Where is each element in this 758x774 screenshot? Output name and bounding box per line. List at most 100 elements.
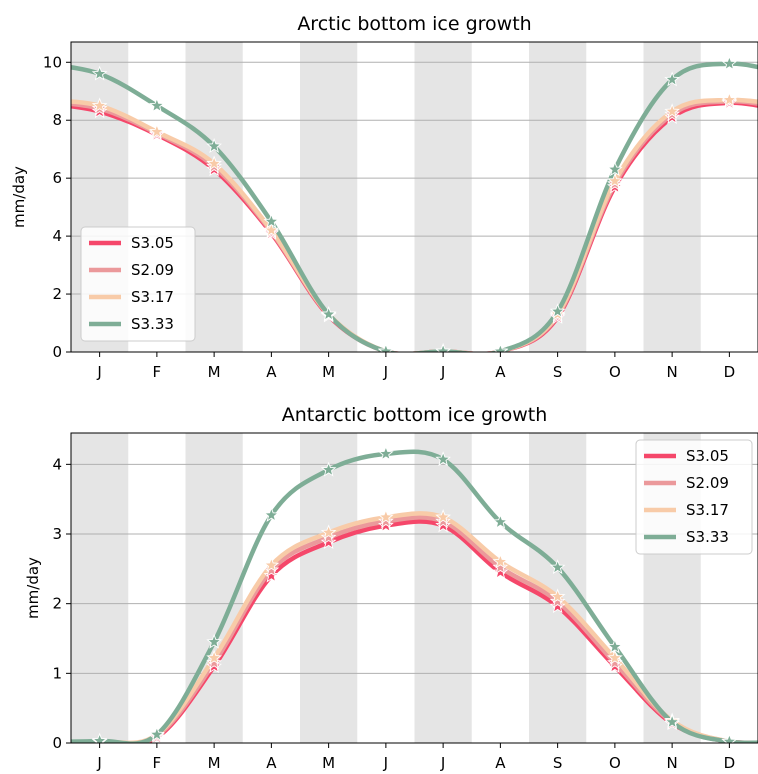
data-point-S3.33 bbox=[607, 161, 623, 177]
data-point-S3.17 bbox=[549, 588, 566, 604]
x-tick-label: F bbox=[153, 754, 162, 772]
chart-panel-1: 0 2 4 6 8 10 J F M A M J J A S O N D Arctic bottom ice gro… bbox=[10, 13, 758, 381]
data-point-S3.33 bbox=[320, 306, 337, 322]
data-point-S3.05 bbox=[320, 534, 337, 550]
y-tick-label: 2 bbox=[52, 595, 62, 613]
data-point-S3.17 bbox=[91, 97, 108, 113]
data-point-S3.05 bbox=[492, 564, 509, 580]
x-tick-label: J bbox=[96, 363, 101, 381]
month-band bbox=[300, 42, 358, 352]
data-point-S3.17 bbox=[378, 509, 394, 524]
data-point-S3.17 bbox=[721, 91, 738, 107]
data-point-S3.17 bbox=[206, 649, 222, 665]
data-point-S3.33 bbox=[149, 726, 165, 742]
y-tick-label: 6 bbox=[52, 169, 62, 187]
data-point-S3.17 bbox=[320, 524, 337, 540]
legend-label: S3.33 bbox=[686, 528, 729, 546]
data-point-S3.17 bbox=[664, 103, 680, 119]
data-point-S3.33 bbox=[549, 303, 566, 319]
series-group bbox=[71, 445, 758, 743]
data-point-S3.33 bbox=[664, 713, 680, 729]
data-point-S3.33 bbox=[263, 213, 280, 229]
y-axis-label: mm/day bbox=[10, 166, 28, 228]
x-tick-label: O bbox=[609, 363, 621, 381]
chart-panel-2: 0 1 2 3 4 J F M A M J J A S O N D Antarctic bottom ice gr… bbox=[24, 404, 758, 772]
x-tick-label: M bbox=[322, 363, 335, 381]
data-point-S3.17 bbox=[263, 557, 280, 573]
data-point-S3.33 bbox=[206, 138, 222, 153]
legend: S3.05 S2.09 S3.17 S3.33 bbox=[80, 226, 196, 342]
data-point-S2.09 bbox=[549, 593, 566, 609]
data-point-S3.17 bbox=[263, 222, 280, 237]
data-point-S2.09 bbox=[320, 529, 337, 545]
legend-box bbox=[80, 226, 196, 342]
series-line-S3.17 bbox=[71, 97, 758, 352]
data-point-S3.17 bbox=[607, 172, 623, 188]
x-tick-label: S bbox=[553, 754, 563, 772]
data-point-S2.09 bbox=[492, 559, 509, 575]
x-tick-label: M bbox=[208, 754, 221, 772]
data-point-S3.17 bbox=[607, 649, 623, 665]
series-line-S3.33 bbox=[71, 449, 758, 743]
data-point-S3.33 bbox=[492, 513, 509, 529]
data-point-S3.33 bbox=[91, 65, 108, 81]
data-point-S3.17 bbox=[435, 509, 451, 524]
x-tick-label: O bbox=[609, 754, 621, 772]
data-point-S3.33 bbox=[664, 71, 680, 87]
x-tick-label: M bbox=[208, 363, 221, 381]
data-point-S3.33 bbox=[435, 451, 451, 467]
x-tick-label: A bbox=[266, 754, 277, 772]
plot-frame bbox=[70, 432, 758, 744]
data-point-S3.33 bbox=[206, 633, 222, 649]
y-tick-label: 0 bbox=[52, 734, 62, 752]
x-tick-label: J bbox=[440, 363, 445, 381]
data-point-S3.33 bbox=[91, 732, 108, 743]
y-tick-label: 3 bbox=[52, 525, 62, 543]
y-tick-label: 4 bbox=[52, 227, 62, 245]
data-point-S2.09 bbox=[263, 561, 280, 577]
x-tick-label: D bbox=[724, 363, 736, 381]
legend-box bbox=[635, 439, 753, 555]
legend-label: S3.33 bbox=[131, 315, 174, 333]
y-tick-label: 4 bbox=[52, 455, 62, 473]
chart-title: Antarctic bottom ice growth bbox=[282, 404, 548, 426]
series-line-S3.33 bbox=[71, 61, 758, 352]
x-tick-label: J bbox=[440, 754, 445, 772]
data-point-S3.33 bbox=[378, 343, 394, 352]
data-point-S3.33 bbox=[378, 445, 394, 461]
x-tick-label: J bbox=[383, 754, 388, 772]
legend: S3.05 S2.09 S3.17 S3.33 bbox=[635, 439, 753, 555]
x-tick-label: A bbox=[266, 363, 277, 381]
x-tick-label: M bbox=[322, 754, 335, 772]
month-band bbox=[643, 42, 701, 352]
y-tick-label: 10 bbox=[43, 53, 62, 71]
data-point-S3.33 bbox=[549, 559, 566, 575]
series-group bbox=[71, 55, 758, 352]
month-band bbox=[300, 433, 358, 743]
legend-label: S2.09 bbox=[131, 261, 174, 279]
x-tick-label: N bbox=[667, 754, 678, 772]
x-tick-label: S bbox=[553, 363, 563, 381]
legend-label: S3.17 bbox=[131, 288, 174, 306]
data-point-S3.17 bbox=[492, 553, 509, 569]
data-point-S3.33 bbox=[721, 733, 738, 743]
y-tick-label: 2 bbox=[52, 285, 62, 303]
data-point-S2.09 bbox=[607, 654, 623, 670]
x-tick-label: D bbox=[724, 754, 736, 772]
x-tick-label: A bbox=[495, 754, 506, 772]
data-point-S3.05 bbox=[263, 567, 280, 583]
data-point-S3.33 bbox=[435, 343, 451, 352]
y-tick-label: 8 bbox=[52, 111, 62, 129]
x-tick-label: A bbox=[495, 363, 506, 381]
data-point-S3.33 bbox=[721, 55, 738, 71]
x-tick-label: J bbox=[383, 363, 388, 381]
x-tick-label: F bbox=[153, 363, 162, 381]
data-point-S2.09 bbox=[206, 654, 222, 670]
legend-label: S3.17 bbox=[686, 501, 729, 519]
month-band bbox=[529, 42, 587, 352]
data-point-S3.33 bbox=[320, 461, 337, 477]
month-band bbox=[414, 42, 472, 352]
legend-label: S3.05 bbox=[686, 447, 729, 465]
plot-frame bbox=[70, 41, 758, 353]
